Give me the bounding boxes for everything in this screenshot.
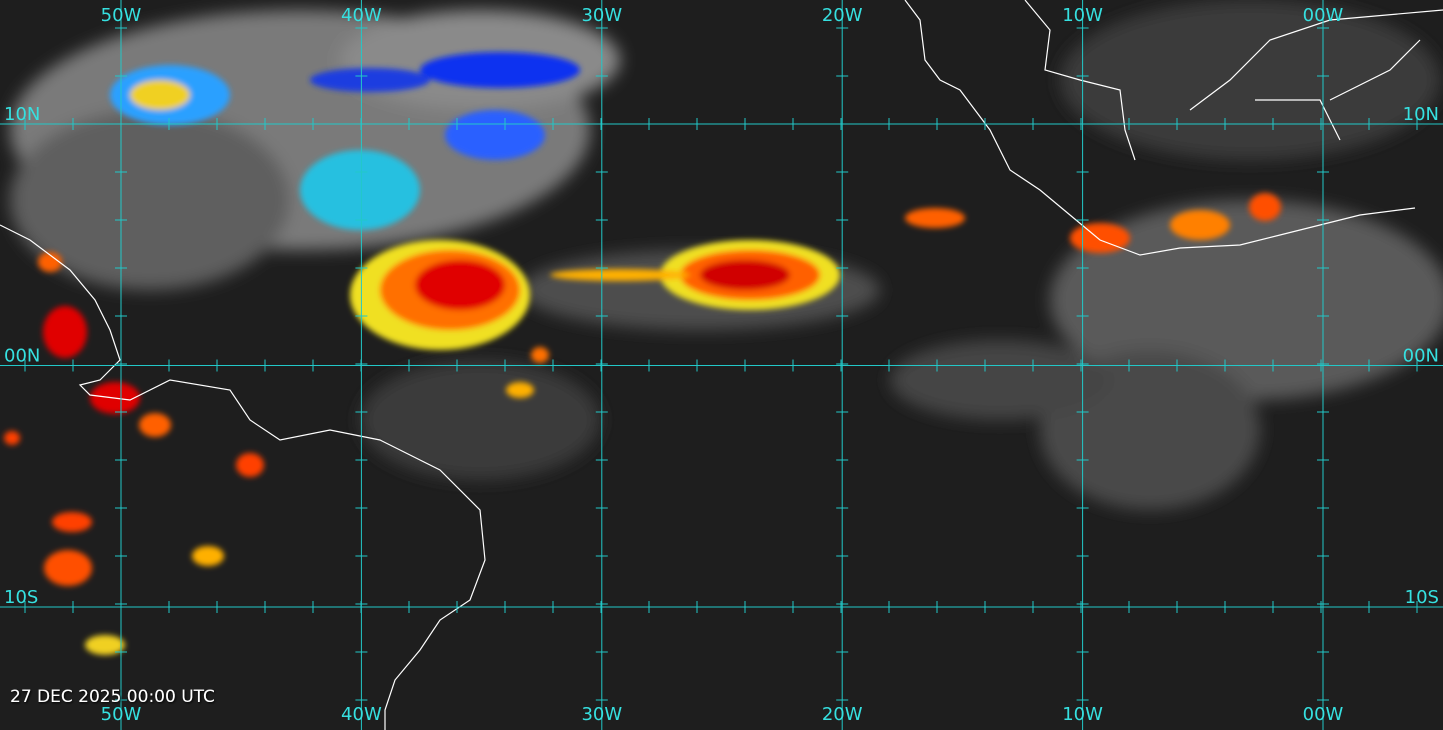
latitude-label: 10N — [1403, 104, 1439, 125]
latitude-label: 00N — [4, 346, 40, 367]
longitude-label: 00W — [1303, 5, 1344, 26]
longitude-label: 30W — [581, 5, 622, 26]
longitude-label: 40W — [341, 704, 382, 725]
latitude-label: 10S — [4, 587, 38, 608]
cold-cloud-tops — [4, 52, 1281, 655]
longitude-label: 00W — [1303, 704, 1344, 725]
longitude-label: 20W — [822, 5, 863, 26]
latitude-label: 10S — [1405, 587, 1439, 608]
cloud-cover — [10, 0, 1443, 510]
longitude-label: 20W — [822, 704, 863, 725]
longitude-label: 10W — [1062, 5, 1103, 26]
graticule-labels: 50W 50W 40W 40W 30W 30W 20W 20W 10W 10W 00W 00W 10N 1… — [4, 5, 1439, 725]
longitude-label: 10W — [1062, 704, 1103, 725]
longitude-label: 50W — [101, 704, 142, 725]
timestamp: 27 DEC 2025 00:00 UTC — [10, 687, 215, 707]
longitude-label: 40W — [341, 5, 382, 26]
latitude-label: 10N — [4, 104, 40, 125]
longitude-label: 30W — [581, 704, 622, 725]
longitude-label: 50W — [101, 5, 142, 26]
latitude-label: 00N — [1403, 346, 1439, 367]
